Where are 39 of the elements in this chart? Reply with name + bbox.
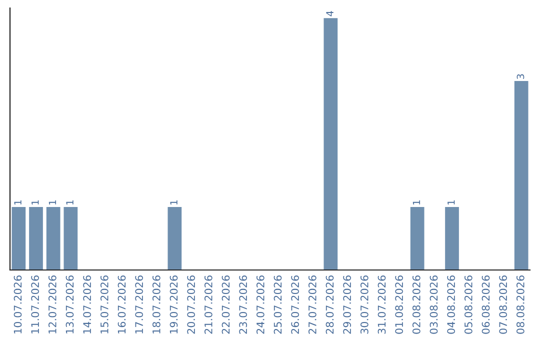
data-label: 1 <box>170 200 178 205</box>
x-tick-label: 16.07.2026 <box>118 276 126 334</box>
data-label: 1 <box>48 200 56 205</box>
x-tick-label: 01.08.2026 <box>395 276 404 334</box>
x-tick-label: 03.08.2026 <box>430 276 438 334</box>
x-tick-label: 13.07.2026 <box>66 276 74 334</box>
x-tick-label: 17.07.2026 <box>135 276 144 334</box>
x-tick-label: 06.08.2026 <box>482 276 490 334</box>
x-tick-label: 20.07.2026 <box>187 276 196 334</box>
data-label: 1 <box>14 200 22 205</box>
x-tick-label: 29.07.2026 <box>343 276 352 334</box>
data-label: 4 <box>326 11 334 16</box>
data-label: 3 <box>516 74 524 79</box>
x-tick-label: 15.07.2026 <box>100 276 108 334</box>
x-tick-label: 14.07.2026 <box>83 276 92 334</box>
x-tick-label: 08.08.2026 <box>516 276 524 334</box>
x-tick-label: 30.07.2026 <box>360 276 368 334</box>
x-tick-label: 12.07.2026 <box>48 276 56 334</box>
data-label: 1 <box>448 200 455 205</box>
x-tick-label: 10.07.2026 <box>14 276 22 334</box>
x-tick-label: 07.08.2026 <box>499 276 508 334</box>
x-tick-label: 05.08.2026 <box>464 276 472 334</box>
x-tick-label: 31.07.2026 <box>378 276 386 334</box>
x-tick-label: 11.07.2026 <box>31 276 40 334</box>
x-tick-label: 02.08.2026 <box>412 276 420 334</box>
x-tick-label: 19.07.2026 <box>170 276 178 334</box>
x-tick-label: 24.07.2026 <box>256 276 264 334</box>
x-tick-label: 22.07.2026 <box>222 276 230 334</box>
x-tick-label: 26.07.2026 <box>291 276 300 334</box>
data-label: 1 <box>32 200 39 205</box>
x-tick-label: 23.07.2026 <box>239 276 248 334</box>
x-tick-label: 27.07.2026 <box>308 276 316 334</box>
x-tick-label: 21.07.2026 <box>204 276 212 334</box>
x-tick-label: 18.07.2026 <box>152 276 160 334</box>
x-tick-label: 28.07.2026 <box>326 276 334 334</box>
data-label: 1 <box>412 200 420 205</box>
data-label: 1 <box>66 200 74 205</box>
x-tick-label: 25.07.2026 <box>274 276 282 334</box>
x-tick-label: 04.08.2026 <box>447 276 456 334</box>
